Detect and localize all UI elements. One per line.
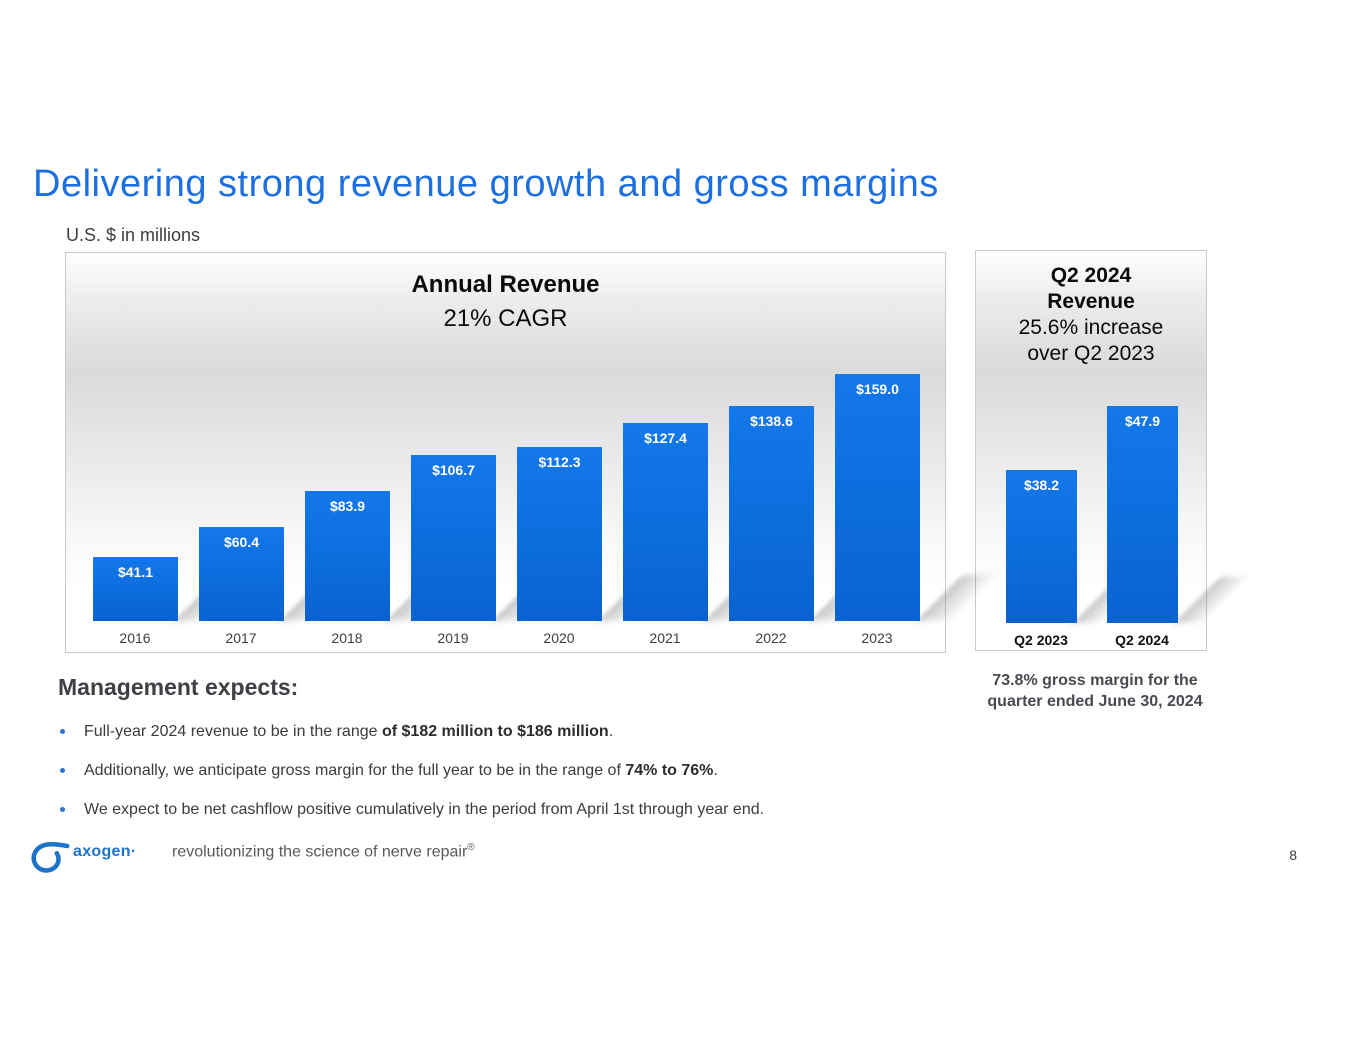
bullet-text: . <box>713 762 718 779</box>
bar-q2-2024: $47.9 <box>1107 406 1178 623</box>
axogen-logo-icon <box>30 835 70 882</box>
q2-chart-plot-area: $38.2 Q2 2023 $47.9 Q2 2024 <box>976 251 1259 650</box>
bar-value-label: $38.2 <box>1023 477 1060 493</box>
management-bullet: Full-year 2024 revenue to be in the rang… <box>58 723 918 741</box>
bar-2022: $138.6 <box>729 406 814 621</box>
slide-footer: axogen· revolutionizing the science of n… <box>0 842 1365 1055</box>
management-bullet: We expect to be net cashflow positive cu… <box>58 801 918 819</box>
bar-value-label: $83.9 <box>329 498 366 514</box>
annual-revenue-chart: Annual Revenue 21% CAGR $41.1 2016 $60.4 20… <box>65 252 1009 653</box>
bar-2018: $83.9 <box>305 491 390 621</box>
category-label: Q2 2024 <box>1115 632 1169 648</box>
bar-value-label: $60.4 <box>223 534 260 550</box>
management-bullet-list: Full-year 2024 revenue to be in the rang… <box>58 723 918 819</box>
category-label: 2019 <box>437 630 469 646</box>
annual-chart-plot-area: $41.1 2016 $60.4 2017 $83.9 2018 $106.7 2019 $11… <box>66 253 1009 652</box>
management-expects-heading: Management expects: <box>58 674 299 700</box>
annual-chart-title: Annual Revenue <box>411 271 600 298</box>
gross-margin-callout-line2: quarter ended June 30, 2024 <box>987 693 1203 710</box>
q2-chart-subtitle-line2: over Q2 2023 <box>1027 342 1155 365</box>
category-label: 2017 <box>225 630 257 646</box>
footer-tagline: revolutionizing the science of nerve rep… <box>172 842 475 861</box>
bullet-text-bold: of $182 million to $186 million <box>381 723 609 740</box>
bar-value-label: $41.1 <box>117 564 154 580</box>
q2-chart-subtitle-line1: 25.6% increase <box>1018 316 1164 339</box>
bar-q2-2023: $38.2 <box>1006 470 1077 623</box>
bullet-text: . <box>608 723 614 740</box>
bar-floor-shadow <box>1174 577 1259 623</box>
bar-value-label: $106.7 <box>432 462 475 478</box>
page-number: 8 <box>1289 847 1297 863</box>
bullet-dot-icon <box>60 768 65 773</box>
annual-chart-subtitle: 21% CAGR <box>443 305 568 332</box>
bar-2016: $41.1 <box>93 557 178 621</box>
management-bullet: Additionally, we anticipate gross margin… <box>58 762 918 780</box>
bar-value-label: $138.6 <box>750 413 793 429</box>
category-label: 2023 <box>861 630 893 646</box>
bar-value-label: $159.0 <box>856 381 899 397</box>
bar-value-label: $47.9 <box>1124 413 1161 429</box>
annual-chart-title-block: Annual Revenue 21% CAGR <box>66 271 945 333</box>
category-label: 2021 <box>649 630 681 646</box>
bar-2021: $127.4 <box>623 423 708 621</box>
axogen-brand-text: axogen· <box>73 843 137 860</box>
units-note: U.S. $ in millions <box>66 225 201 245</box>
bullet-text-bold: 74% to 76% <box>625 762 714 779</box>
category-label: Q2 2023 <box>1014 632 1068 648</box>
bullet-dot-icon <box>60 807 65 812</box>
page-title: Delivering strong revenue growth and gro… <box>33 163 939 205</box>
bar-2017: $60.4 <box>199 527 284 621</box>
bar-2019: $106.7 <box>411 455 496 621</box>
footer-tagline-text: revolutionizing the science of nerve rep… <box>172 843 468 861</box>
gross-margin-callout-line1: 73.8% gross margin for the <box>992 672 1198 689</box>
category-label: 2020 <box>543 630 575 646</box>
registered-mark: ® <box>467 842 475 853</box>
bullet-text: Full-year 2024 revenue to be in the rang… <box>84 723 382 740</box>
q2-revenue-chart: Q2 2024 Revenue 25.6% increase over Q2 2… <box>975 250 1259 651</box>
bar-value-label: $112.3 <box>538 454 581 470</box>
q2-chart-title-block: Q2 2024 Revenue 25.6% increase over Q2 2… <box>976 263 1206 367</box>
q2-chart-title-line1: Q2 2024 <box>1050 264 1132 287</box>
bar-2020: $112.3 <box>517 447 602 621</box>
gross-margin-callout: 73.8% gross margin for the quarter ended… <box>955 670 1235 712</box>
bullet-dot-icon <box>60 729 65 734</box>
q2-chart-title-line2: Revenue <box>1047 290 1135 313</box>
category-label: 2022 <box>755 630 787 646</box>
bar-2023: $159.0 <box>835 374 920 621</box>
category-label: 2018 <box>331 630 363 646</box>
bullet-text: We expect to be net cashflow positive cu… <box>84 801 765 818</box>
category-label: 2016 <box>119 630 151 646</box>
bar-value-label: $127.4 <box>644 430 687 446</box>
bullet-text: Additionally, we anticipate gross margin… <box>84 762 626 779</box>
management-expects-section: Management expects: Full-year 2024 reven… <box>58 674 918 840</box>
